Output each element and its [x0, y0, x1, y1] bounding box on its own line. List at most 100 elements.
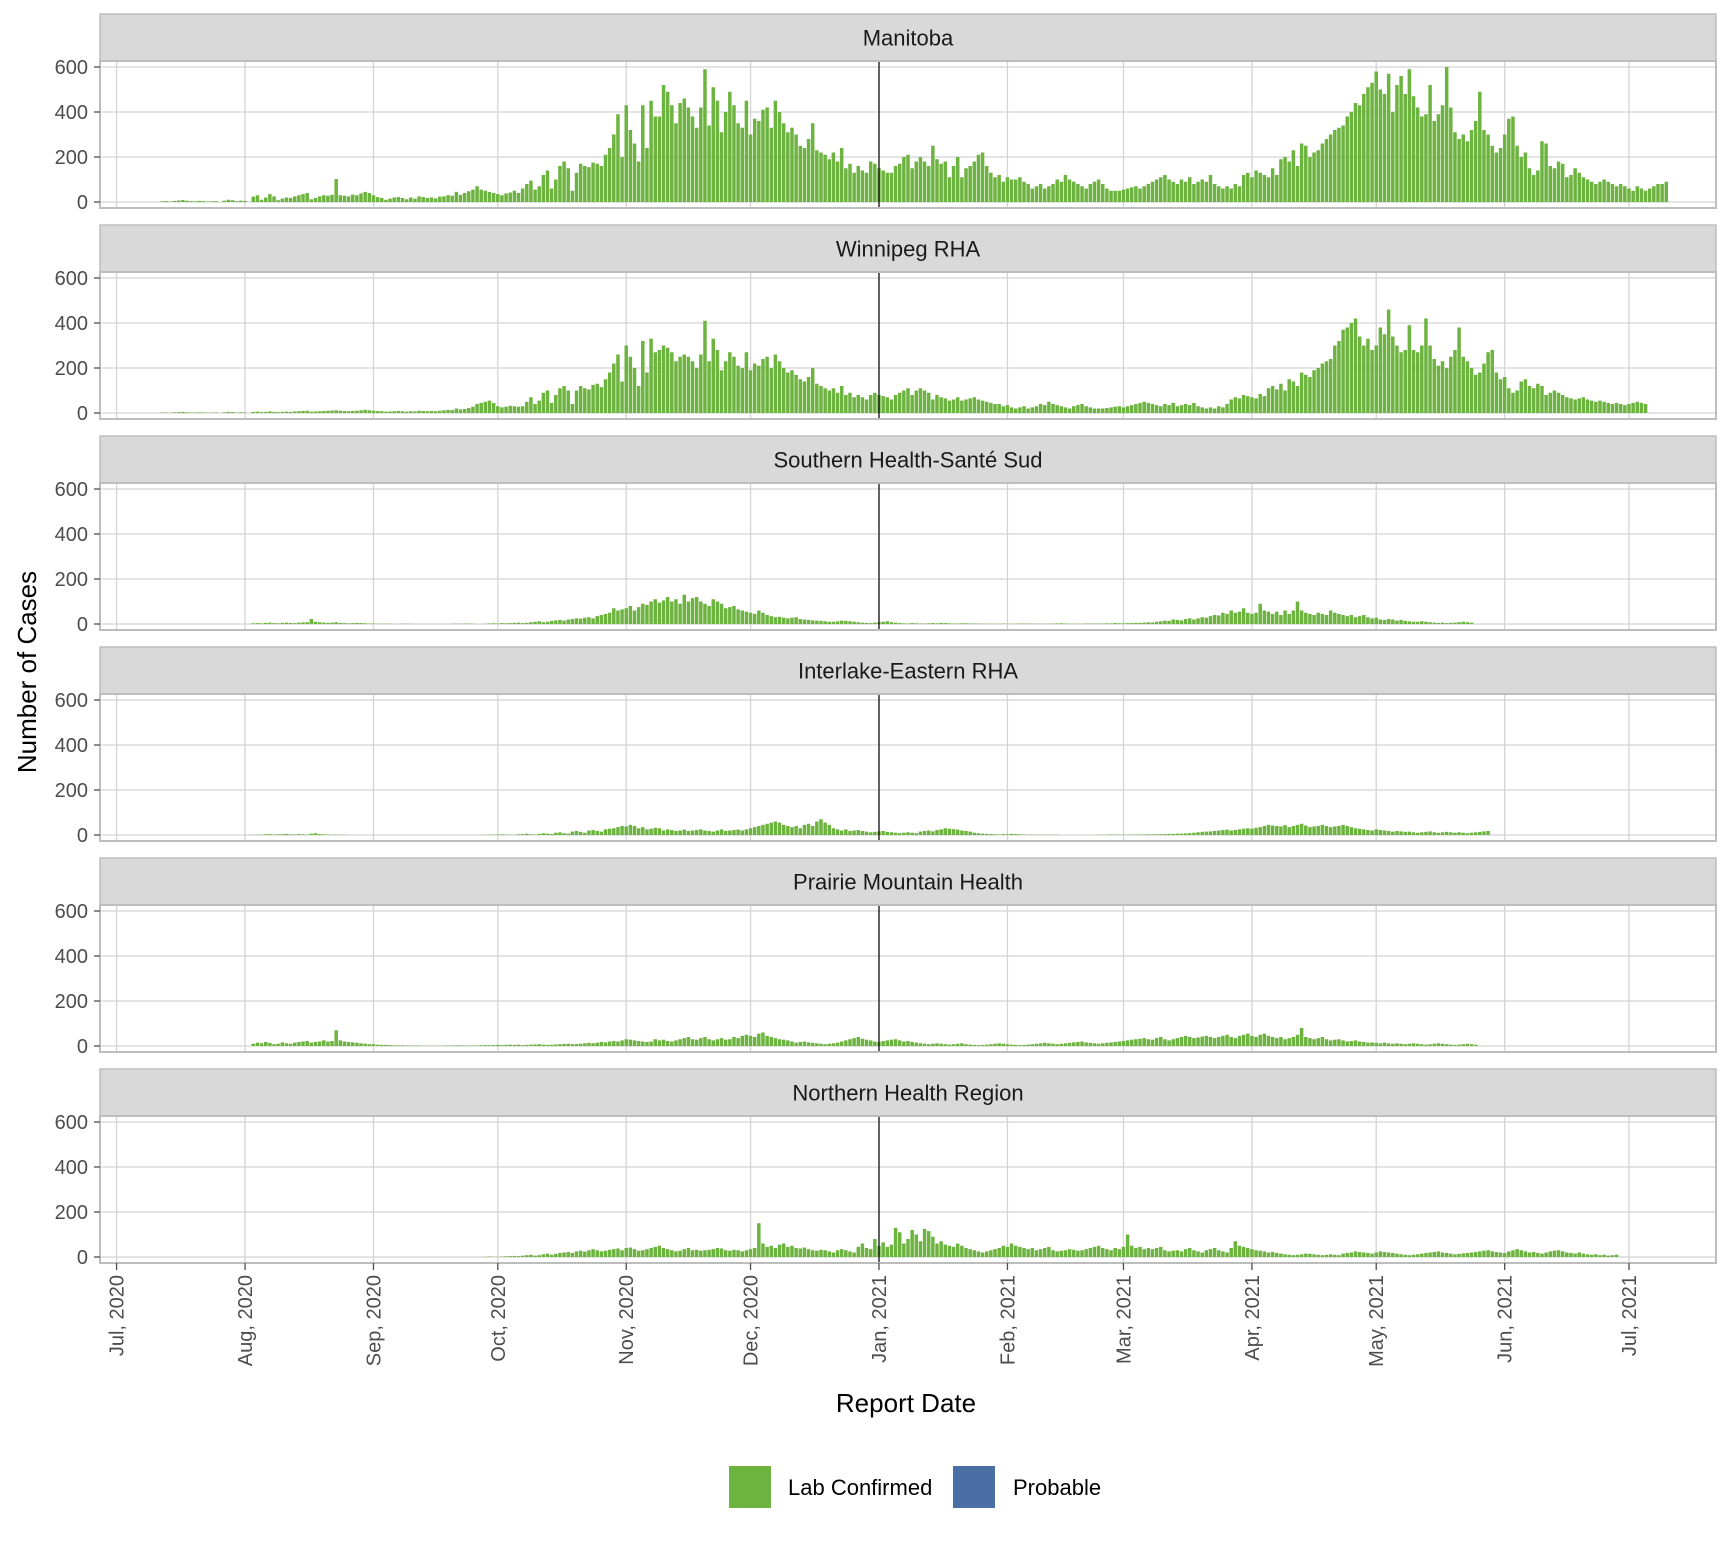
bar [513, 1045, 516, 1046]
bar [1449, 1254, 1452, 1257]
bar [260, 1043, 263, 1046]
bar [1540, 141, 1543, 202]
bar [463, 409, 466, 413]
bar [1304, 146, 1307, 202]
bar [1196, 1037, 1199, 1046]
bar [1209, 831, 1212, 835]
bar [566, 168, 569, 202]
bar [1403, 94, 1406, 202]
bar [1184, 619, 1187, 624]
bar [1246, 173, 1249, 202]
bar [1557, 1250, 1560, 1257]
bar [314, 411, 317, 413]
bar [239, 201, 242, 202]
bar [687, 1037, 690, 1046]
bar [782, 1244, 785, 1258]
bar [1234, 184, 1237, 202]
bar [1391, 112, 1394, 202]
bar [654, 1247, 657, 1257]
bar [807, 824, 810, 835]
bar [782, 825, 785, 835]
bar [666, 829, 669, 835]
bar [1296, 602, 1299, 625]
bar [459, 1045, 462, 1046]
bar [1060, 182, 1063, 202]
bar [915, 833, 918, 835]
bar [1478, 1251, 1481, 1257]
bar [869, 832, 872, 835]
bar [305, 622, 308, 624]
bar [716, 1039, 719, 1046]
bar [633, 368, 636, 413]
bar [952, 400, 955, 414]
bar [1209, 1249, 1212, 1257]
bar [517, 623, 520, 624]
bar [1387, 831, 1390, 835]
bar [1308, 1038, 1311, 1046]
bar [819, 621, 822, 624]
bar [1403, 1044, 1406, 1046]
bar [683, 99, 686, 203]
bar [1312, 370, 1315, 413]
x-axis-title: Report Date [836, 1388, 976, 1418]
bar [504, 1256, 507, 1257]
bar [384, 1045, 387, 1046]
bar [1171, 1251, 1174, 1257]
bar [1437, 366, 1440, 413]
bar [736, 1038, 739, 1046]
bar [264, 623, 267, 624]
bar [981, 1045, 984, 1046]
bar [770, 823, 773, 835]
bar [886, 1247, 889, 1257]
bar [753, 119, 756, 202]
bar [566, 834, 569, 835]
bar [529, 397, 532, 413]
bar [1188, 405, 1191, 413]
bar [355, 195, 358, 202]
bar [268, 1043, 271, 1046]
bar [1205, 409, 1208, 414]
bar [1072, 182, 1075, 202]
bar [314, 833, 317, 835]
bar [1122, 1247, 1125, 1257]
bar [761, 359, 764, 413]
bar [430, 198, 433, 203]
bar [612, 135, 615, 203]
bar [823, 155, 826, 202]
bar [1171, 834, 1174, 835]
bar [1615, 403, 1618, 413]
bar [960, 831, 963, 836]
bar [844, 395, 847, 413]
bar [637, 1251, 640, 1257]
bar [595, 164, 598, 202]
bar [633, 611, 636, 625]
bar [1155, 1038, 1158, 1046]
bar [160, 201, 163, 202]
bar [339, 195, 342, 202]
x-tick-label: Jun, 2021 [1495, 1275, 1517, 1363]
bar [1321, 614, 1324, 624]
bar [1254, 613, 1257, 624]
bar [1171, 620, 1174, 625]
bar [1316, 1038, 1319, 1046]
bar [1064, 175, 1067, 202]
bar [1188, 618, 1191, 624]
bar [1051, 1250, 1054, 1257]
bar [1101, 1248, 1104, 1257]
bar [1412, 1043, 1415, 1046]
bar [968, 1249, 971, 1257]
bar [339, 623, 342, 624]
bar [1142, 402, 1145, 413]
bar [654, 599, 657, 624]
bar [1329, 611, 1332, 625]
bar [500, 195, 503, 202]
bar [1163, 1039, 1166, 1046]
bar [1466, 361, 1469, 413]
bar [1449, 832, 1452, 835]
bar [654, 352, 657, 413]
bar [1428, 622, 1431, 624]
bar [1586, 180, 1589, 203]
bar [409, 198, 412, 203]
bar [1047, 1247, 1050, 1257]
